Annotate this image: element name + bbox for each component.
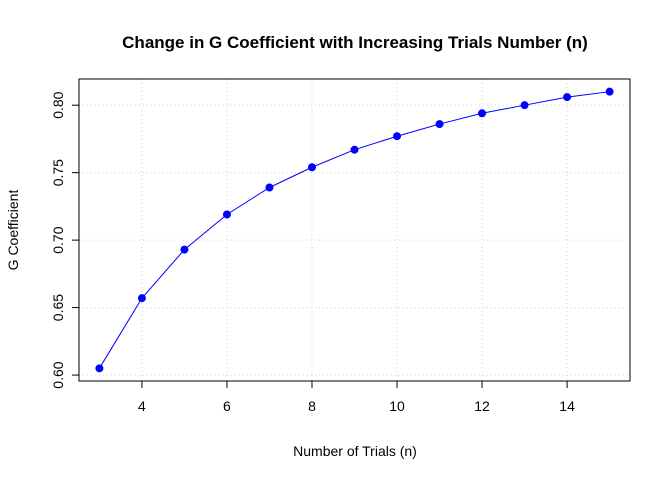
data-point: [137, 294, 146, 303]
y-axis: 0.60 0.65 0.70 0.75 0.80: [50, 91, 80, 389]
data-point: [435, 120, 444, 129]
data-point: [520, 101, 529, 110]
x-tick-label: 4: [138, 398, 146, 414]
data-point: [393, 132, 402, 141]
x-axis-label: Number of Trials (n): [293, 443, 417, 459]
data-point: [180, 245, 189, 254]
data-point: [95, 364, 104, 373]
x-axis: 4 6 8 10 12 14: [138, 380, 575, 414]
x-tick-label: 8: [308, 398, 316, 414]
y-tick-label: 0.65: [50, 294, 66, 321]
y-tick-label: 0.60: [50, 361, 66, 388]
series-line: [98, 91, 610, 369]
y-axis-label: G Coefficient: [5, 190, 21, 271]
y-tick-label: 0.75: [50, 159, 66, 186]
data-point: [222, 210, 231, 219]
data-point: [478, 109, 487, 118]
grid-lines: [79, 79, 630, 381]
data-point: [350, 145, 359, 154]
x-tick-label: 12: [474, 398, 490, 414]
chart-title: Change in G Coefficient with Increasing …: [122, 33, 588, 52]
data-point: [265, 183, 274, 192]
x-tick-label: 10: [389, 398, 405, 414]
data-point: [605, 87, 614, 96]
series-group: [95, 87, 614, 373]
plot-frame: [78, 78, 631, 382]
data-point: [307, 163, 316, 172]
x-tick-label: 14: [559, 398, 575, 414]
y-tick-label: 0.70: [50, 226, 66, 253]
x-tick-label: 6: [223, 398, 231, 414]
y-tick-label: 0.80: [50, 91, 66, 118]
data-point: [563, 93, 572, 102]
